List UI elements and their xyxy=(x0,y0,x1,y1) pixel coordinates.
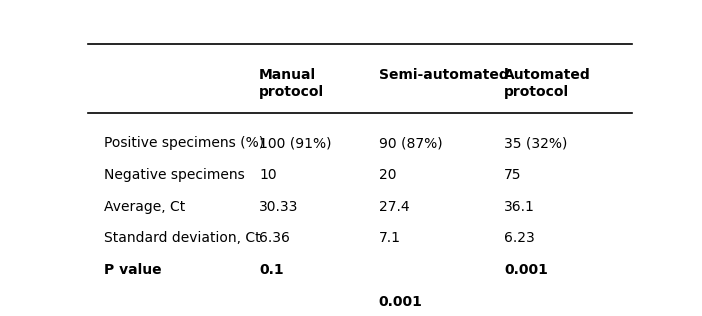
Text: 36.1: 36.1 xyxy=(504,200,535,214)
Text: Average, Ct: Average, Ct xyxy=(104,200,185,214)
Text: 90 (87%): 90 (87%) xyxy=(379,137,442,150)
Text: 75: 75 xyxy=(504,168,522,182)
Text: 0.001: 0.001 xyxy=(379,295,423,309)
Text: 6.23: 6.23 xyxy=(504,231,535,245)
Text: Positive specimens (%): Positive specimens (%) xyxy=(104,137,264,150)
Text: Automated
protocol: Automated protocol xyxy=(504,68,590,99)
Text: 10: 10 xyxy=(259,168,277,182)
Text: 0.001: 0.001 xyxy=(504,263,548,277)
Text: P value: P value xyxy=(104,263,161,277)
Text: 20: 20 xyxy=(379,168,397,182)
Text: Manual
protocol: Manual protocol xyxy=(259,68,324,99)
Text: 27.4: 27.4 xyxy=(379,200,409,214)
Text: 100 (91%): 100 (91%) xyxy=(259,137,331,150)
Text: 30.33: 30.33 xyxy=(259,200,298,214)
Text: Negative specimens: Negative specimens xyxy=(104,168,245,182)
Text: 35 (32%): 35 (32%) xyxy=(504,137,567,150)
Text: 7.1: 7.1 xyxy=(379,231,401,245)
Text: 0.1: 0.1 xyxy=(259,263,284,277)
Text: Semi-automated: Semi-automated xyxy=(379,68,508,82)
Text: 6.36: 6.36 xyxy=(259,231,290,245)
Text: Standard deviation, Ct: Standard deviation, Ct xyxy=(104,231,260,245)
